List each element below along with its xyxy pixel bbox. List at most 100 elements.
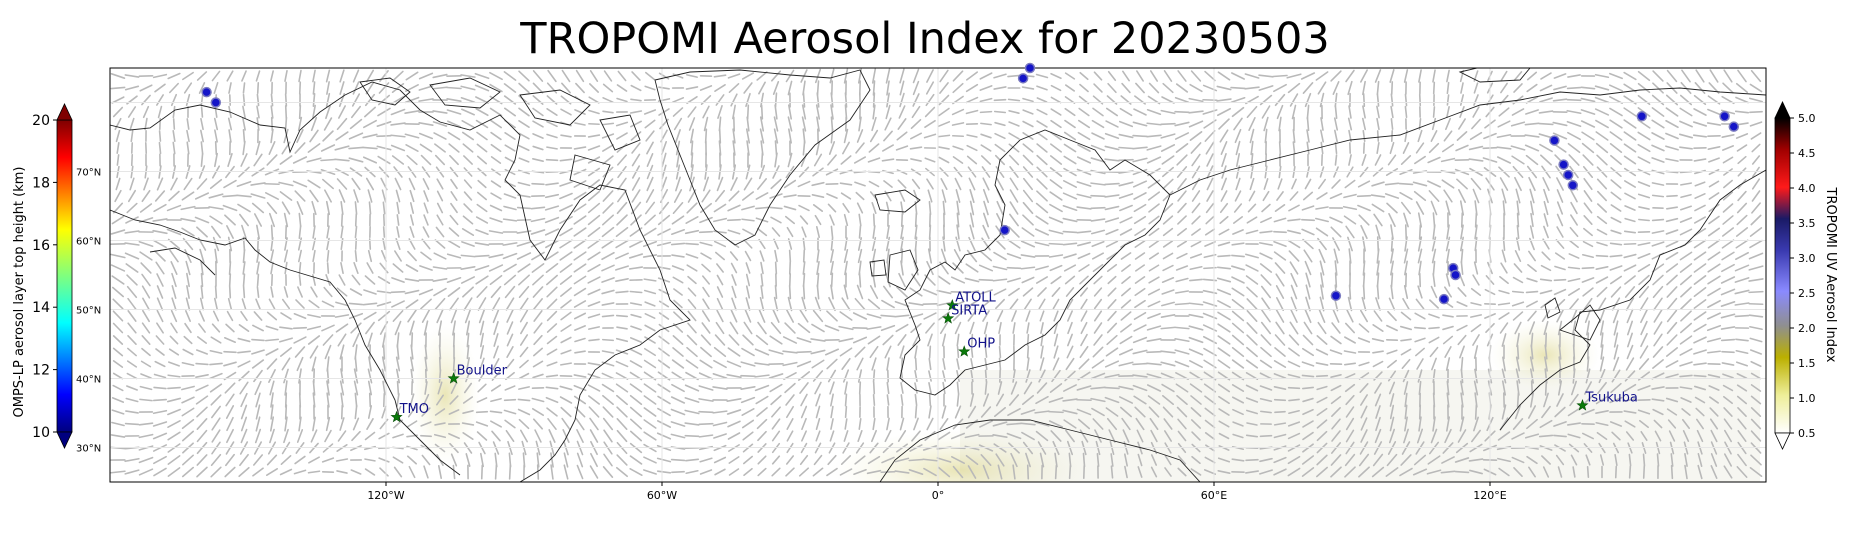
wind-arrow xyxy=(1259,434,1273,438)
wind-arrow xyxy=(167,238,181,250)
wind-arrow xyxy=(348,132,364,140)
wind-arrow xyxy=(965,109,979,115)
wind-arrow xyxy=(224,466,236,478)
wind-arrow xyxy=(1511,108,1525,116)
wind-arrow xyxy=(225,405,235,419)
wind-arrow xyxy=(237,350,251,354)
wind-arrow xyxy=(1624,286,1636,298)
wind-arrow xyxy=(278,181,294,187)
wind-arrow xyxy=(154,83,166,93)
wind-arrow xyxy=(1511,155,1525,165)
wind-arrow xyxy=(911,178,921,190)
wind-arrow xyxy=(1036,97,1048,103)
wind-arrow xyxy=(1136,429,1144,443)
wind-arrow xyxy=(1021,86,1035,90)
wind-arrow xyxy=(1174,290,1190,294)
wind-arrow xyxy=(1104,145,1120,151)
wind-arrow xyxy=(786,405,794,419)
wind-arrow xyxy=(1204,456,1216,464)
wind-arrow xyxy=(1502,237,1506,251)
wind-arrow xyxy=(768,373,784,379)
wind-arrow xyxy=(436,214,444,226)
wind-arrow xyxy=(769,383,783,393)
wind-arrow xyxy=(396,201,400,215)
wind-arrow xyxy=(197,336,207,344)
wind-arrow xyxy=(1665,119,1679,129)
wind-arrow xyxy=(1287,386,1301,390)
wind-arrow xyxy=(518,70,530,82)
wind-arrow xyxy=(1468,458,1484,462)
wind-arrow xyxy=(1544,344,1548,360)
wind-arrow xyxy=(1623,131,1637,141)
wind-arrow xyxy=(127,347,137,357)
wind-arrow xyxy=(144,117,148,131)
wind-arrow xyxy=(1626,320,1634,336)
wind-arrow xyxy=(268,141,276,155)
wind-arrow xyxy=(699,469,713,475)
wind-arrow xyxy=(895,323,909,333)
wind-arrow xyxy=(1261,297,1271,311)
wind-arrow xyxy=(1404,260,1408,276)
wind-arrow xyxy=(1748,290,1764,294)
wind-arrow xyxy=(1093,298,1103,310)
wind-arrow xyxy=(1569,393,1579,407)
wind-arrow xyxy=(993,406,1007,418)
wind-arrow xyxy=(1360,394,1368,406)
wind-arrow xyxy=(1232,229,1244,235)
wind-arrow xyxy=(702,298,710,310)
wind-arrow xyxy=(1344,373,1356,379)
wind-arrow xyxy=(1668,430,1676,442)
wind-arrow xyxy=(506,333,514,347)
wind-arrow xyxy=(545,239,559,249)
wind-arrow xyxy=(270,404,274,420)
wind-arrow xyxy=(815,430,821,442)
wind-arrow xyxy=(405,299,419,309)
wind-arrow xyxy=(1543,320,1549,336)
wind-arrow xyxy=(1375,416,1381,432)
wind-arrow xyxy=(1665,397,1679,403)
wind-arrow xyxy=(672,347,684,357)
wind-arrow xyxy=(228,129,232,143)
wind-arrow xyxy=(830,92,834,108)
left-colorbar-max-arrow xyxy=(56,103,73,121)
wind-arrow xyxy=(1512,311,1524,321)
wind-arrow xyxy=(968,236,976,252)
wind-arrow xyxy=(993,86,1007,90)
wind-arrow xyxy=(1557,320,1563,336)
wind-arrow xyxy=(377,276,391,284)
wind-arrow xyxy=(1036,131,1048,141)
wind-arrow xyxy=(1554,406,1566,418)
wind-arrow xyxy=(1460,236,1464,252)
wind-arrow xyxy=(494,452,498,468)
wind-arrow xyxy=(531,263,545,273)
wind-arrow xyxy=(1627,332,1633,348)
lon-tick-label: 0° xyxy=(932,489,945,502)
wind-arrow xyxy=(211,225,221,239)
wind-arrow xyxy=(1065,429,1075,443)
wind-arrow xyxy=(1541,251,1551,261)
wind-arrow xyxy=(914,369,918,383)
wind-arrow xyxy=(702,176,710,192)
wind-arrow xyxy=(782,350,798,354)
wind-arrow xyxy=(1274,334,1286,346)
wind-arrow xyxy=(228,285,232,299)
wind-arrow xyxy=(1693,349,1707,355)
wind-arrow xyxy=(1460,380,1464,396)
wind-arrow xyxy=(1567,433,1581,439)
wind-arrow xyxy=(716,263,724,273)
wind-arrow xyxy=(1359,383,1369,393)
wind-arrow xyxy=(433,287,447,297)
wind-arrow xyxy=(1566,120,1582,128)
wind-arrow xyxy=(616,214,628,226)
wind-arrow xyxy=(1653,321,1663,335)
wind-arrow xyxy=(269,416,275,432)
wind-arrow xyxy=(559,251,573,261)
wind-arrow xyxy=(530,240,546,248)
wind-arrow xyxy=(1104,194,1120,198)
wind-arrow xyxy=(1737,406,1747,418)
wind-arrow xyxy=(1501,368,1507,384)
wind-arrow xyxy=(1553,73,1567,79)
wind-arrow xyxy=(1332,309,1340,323)
wind-arrow xyxy=(200,129,204,143)
wind-arrow xyxy=(824,324,840,332)
